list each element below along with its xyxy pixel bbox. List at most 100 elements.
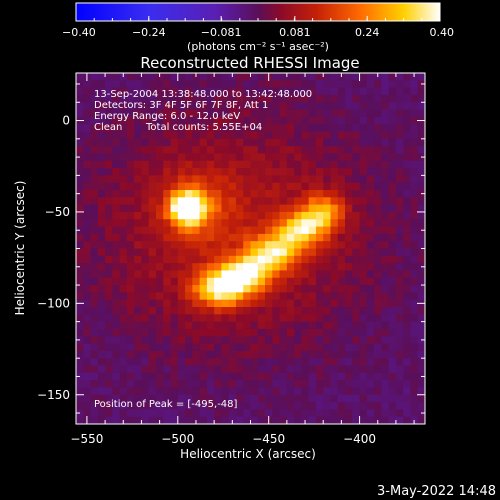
heatmap-cell <box>170 307 179 315</box>
heatmap-cell <box>155 402 164 410</box>
heatmap-cell <box>199 211 208 220</box>
heatmap-cell <box>272 307 281 315</box>
heatmap-cell <box>250 372 259 381</box>
heatmap-cell <box>250 131 259 140</box>
heatmap-cell <box>192 292 201 301</box>
heatmap-cell <box>155 226 164 235</box>
heatmap-cell <box>90 350 99 359</box>
heatmap-cell <box>141 285 150 293</box>
heatmap-cell <box>192 343 201 352</box>
heatmap-cell <box>330 190 339 198</box>
heatmap-cell <box>185 160 193 169</box>
heatmap-cell <box>388 402 397 410</box>
heatmap-cell <box>410 365 419 374</box>
colorbar-tick-label: −0.24 <box>132 26 166 39</box>
heatmap-cell <box>301 394 310 403</box>
heatmap-cell <box>155 343 164 352</box>
heatmap-cell <box>265 321 273 330</box>
heatmap-cell <box>279 94 288 103</box>
heatmap-cell <box>221 226 230 235</box>
heatmap-cell <box>315 416 324 424</box>
heatmap-cell <box>148 263 157 272</box>
heatmap-cell <box>279 197 288 206</box>
heatmap-cell <box>359 328 368 337</box>
heatmap-cell <box>90 131 99 140</box>
heatmap-cell <box>403 409 412 418</box>
heatmap-cell <box>97 285 106 293</box>
heatmap-cell <box>388 87 397 96</box>
heatmap-cell <box>265 299 273 308</box>
heatmap-cell <box>112 314 121 323</box>
heatmap-cell <box>83 116 92 125</box>
heatmap-cell <box>155 255 164 264</box>
heatmap-cell <box>170 197 179 206</box>
heatmap-cell <box>294 394 302 403</box>
heatmap-cell <box>199 80 208 89</box>
heatmap-cell <box>163 292 172 301</box>
heatmap-cell <box>315 197 324 206</box>
heatmap-cell <box>105 365 113 374</box>
heatmap-cell <box>308 80 317 89</box>
heatmap-cell <box>155 233 164 242</box>
heatmap-cell <box>359 73 368 81</box>
heatmap-cell <box>214 372 223 381</box>
heatmap-cell <box>308 358 317 367</box>
heatmap-cell <box>279 314 288 323</box>
heatmap-cell <box>228 328 237 337</box>
heatmap-cell <box>155 109 164 118</box>
heatmap-cell <box>90 255 99 264</box>
heatmap-cell <box>221 219 230 228</box>
heatmap-cell <box>417 328 425 337</box>
heatmap-cell <box>192 233 201 242</box>
heatmap-cell <box>330 124 339 133</box>
heatmap-cell <box>221 409 230 418</box>
heatmap-cell <box>308 182 317 191</box>
heatmap-cell <box>308 124 317 133</box>
heatmap-cell <box>148 241 157 250</box>
heatmap-cell <box>97 387 106 396</box>
heatmap-cell <box>170 365 179 374</box>
heatmap-cell <box>163 241 172 250</box>
heatmap-cell <box>381 402 390 410</box>
heatmap-cell <box>170 394 179 403</box>
heatmap-cell <box>352 402 361 410</box>
heatmap-cell <box>228 116 237 125</box>
heatmap-cell <box>286 241 295 250</box>
heatmap-cell <box>286 336 295 345</box>
heatmap-cell <box>126 131 135 140</box>
heatmap-cell <box>76 321 84 330</box>
heatmap-cell <box>366 299 375 308</box>
heatmap-cell <box>366 307 375 315</box>
heatmap-cell <box>90 219 99 228</box>
heatmap-cell <box>286 277 295 286</box>
heatmap-cell <box>301 328 310 337</box>
heatmap-cell <box>90 372 99 381</box>
heatmap-cell <box>337 380 346 389</box>
heatmap-cell <box>235 285 244 293</box>
heatmap-cell <box>366 394 375 403</box>
colorbar-tick-label: −0.40 <box>62 26 96 39</box>
heatmap-cell <box>177 73 186 81</box>
heatmap-cell <box>352 204 361 213</box>
heatmap-cell <box>126 197 135 206</box>
heatmap-cell <box>228 314 237 323</box>
heatmap-cell <box>206 73 215 81</box>
heatmap-cell <box>366 285 375 293</box>
heatmap-cell <box>235 124 244 133</box>
heatmap-cell <box>155 175 164 184</box>
heatmap-cell <box>170 248 179 257</box>
heatmap-cell <box>192 409 201 418</box>
heatmap-cell <box>134 109 143 118</box>
heatmap-cell <box>337 307 346 315</box>
heatmap-cell <box>366 168 375 176</box>
heatmap-cell <box>294 160 302 169</box>
heatmap-cell <box>228 321 237 330</box>
heatmap-cell <box>294 277 302 286</box>
heatmap-cell <box>352 73 361 81</box>
heatmap-cell <box>235 321 244 330</box>
heatmap-cell <box>155 285 164 293</box>
heatmap-cell <box>374 372 382 381</box>
heatmap-cell <box>76 73 84 81</box>
heatmap-cell <box>410 241 419 250</box>
heatmap-cell <box>163 87 172 96</box>
